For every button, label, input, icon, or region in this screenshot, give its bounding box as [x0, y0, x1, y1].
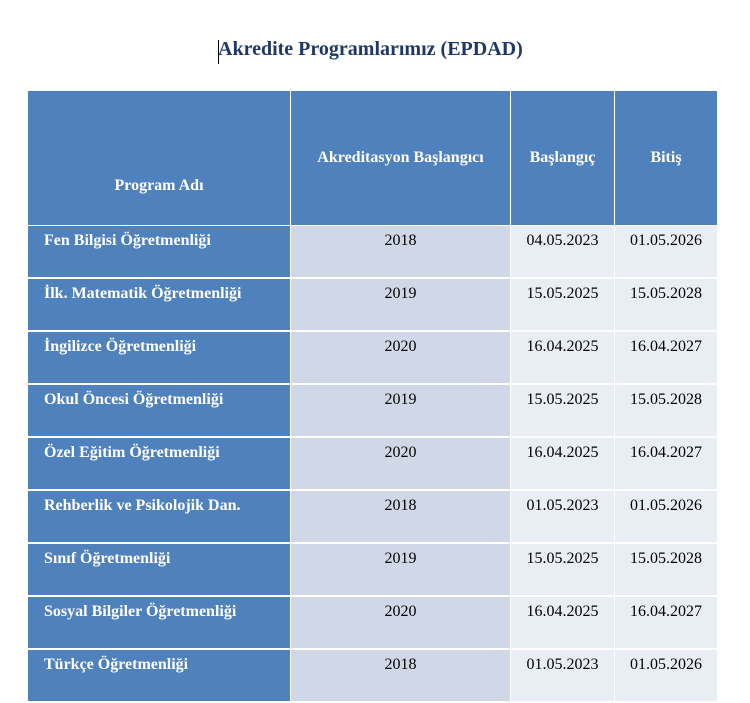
accreditation-year-cell: 2020: [290, 436, 511, 491]
header-accreditation-start: Akreditasyon Başlangıcı: [290, 90, 511, 226]
start-date-cell: 04.05.2023: [510, 225, 615, 279]
program-name-cell: Özel Eğitim Öğretmenliği: [27, 436, 291, 491]
header-program-name: Program Adı: [27, 90, 291, 226]
program-name-cell: Türkçe Öğretmenliği: [27, 648, 291, 703]
end-date-cell: 01.05.2026: [614, 225, 718, 279]
end-date-cell: 16.04.2027: [614, 436, 718, 491]
text-cursor: [218, 40, 219, 64]
start-date-cell: 16.04.2025: [510, 436, 615, 491]
table-row: İlk. Matematik Öğretmenliği 2019 15.05.202…: [27, 277, 718, 332]
header-start-date: Başlangıç: [510, 90, 615, 226]
end-date-cell: 01.05.2026: [614, 648, 718, 703]
accreditation-year-cell: 2019: [290, 277, 511, 332]
end-date-cell: 16.04.2027: [614, 330, 718, 385]
program-name-cell: Rehberlik ve Psikolojik Dan.: [27, 489, 291, 544]
table-row: İngilizce Öğretmenliği 2020 16.04.2025 16.0…: [27, 330, 718, 385]
table-row: Özel Eğitim Öğretmenliği 2020 16.04.2025 16…: [27, 436, 718, 491]
accreditation-year-cell: 2020: [290, 595, 511, 650]
table-row: Türkçe Öğretmenliği 2018 01.05.2023 01.05.2…: [27, 648, 718, 703]
table-row: Okul Öncesi Öğretmenliği 2019 15.05.2025 15…: [27, 383, 718, 438]
start-date-cell: 15.05.2025: [510, 383, 615, 438]
program-name-cell: Sosyal Bilgiler Öğretmenliği: [27, 595, 291, 650]
end-date-cell: 15.05.2028: [614, 542, 718, 597]
program-name-cell: Fen Bilgisi Öğretmenliği: [27, 225, 291, 279]
end-date-cell: 15.05.2028: [614, 277, 718, 332]
table-header-row: Program Adı Akreditasyon Başlangıcı Başl…: [27, 90, 718, 226]
start-date-cell: 01.05.2023: [510, 489, 615, 544]
start-date-cell: 15.05.2025: [510, 542, 615, 597]
start-date-cell: 16.04.2025: [510, 595, 615, 650]
accreditation-year-cell: 2018: [290, 648, 511, 703]
accreditation-year-cell: 2018: [290, 225, 511, 279]
accreditation-year-cell: 2019: [290, 383, 511, 438]
table-body: Fen Bilgisi Öğretmenliği 2018 04.05.2023 01…: [27, 225, 718, 703]
start-date-cell: 16.04.2025: [510, 330, 615, 385]
end-date-cell: 15.05.2028: [614, 383, 718, 438]
page-title: Akredite Programlarımız (EPDAD): [218, 38, 523, 60]
accredited-programs-table: Program Adı Akreditasyon Başlangıcı Başl…: [27, 90, 718, 703]
program-name-cell: Sınıf Öğretmenliği: [27, 542, 291, 597]
header-end-date: Bitiş: [614, 90, 718, 226]
start-date-cell: 01.05.2023: [510, 648, 615, 703]
accreditation-year-cell: 2018: [290, 489, 511, 544]
end-date-cell: 16.04.2027: [614, 595, 718, 650]
program-name-cell: İngilizce Öğretmenliği: [27, 330, 291, 385]
table-row: Sosyal Bilgiler Öğretmenliği 2020 16.04.20…: [27, 595, 718, 650]
table-row: Fen Bilgisi Öğretmenliği 2018 04.05.2023 01…: [27, 225, 718, 279]
start-date-cell: 15.05.2025: [510, 277, 615, 332]
table-row: Sınıf Öğretmenliği 2019 15.05.2025 15.05.20…: [27, 542, 718, 597]
table-row: Rehberlik ve Psikolojik Dan. 2018 01.05.20…: [27, 489, 718, 544]
accreditation-year-cell: 2019: [290, 542, 511, 597]
program-name-cell: İlk. Matematik Öğretmenliği: [27, 277, 291, 332]
accreditation-year-cell: 2020: [290, 330, 511, 385]
program-name-cell: Okul Öncesi Öğretmenliği: [27, 383, 291, 438]
end-date-cell: 01.05.2026: [614, 489, 718, 544]
